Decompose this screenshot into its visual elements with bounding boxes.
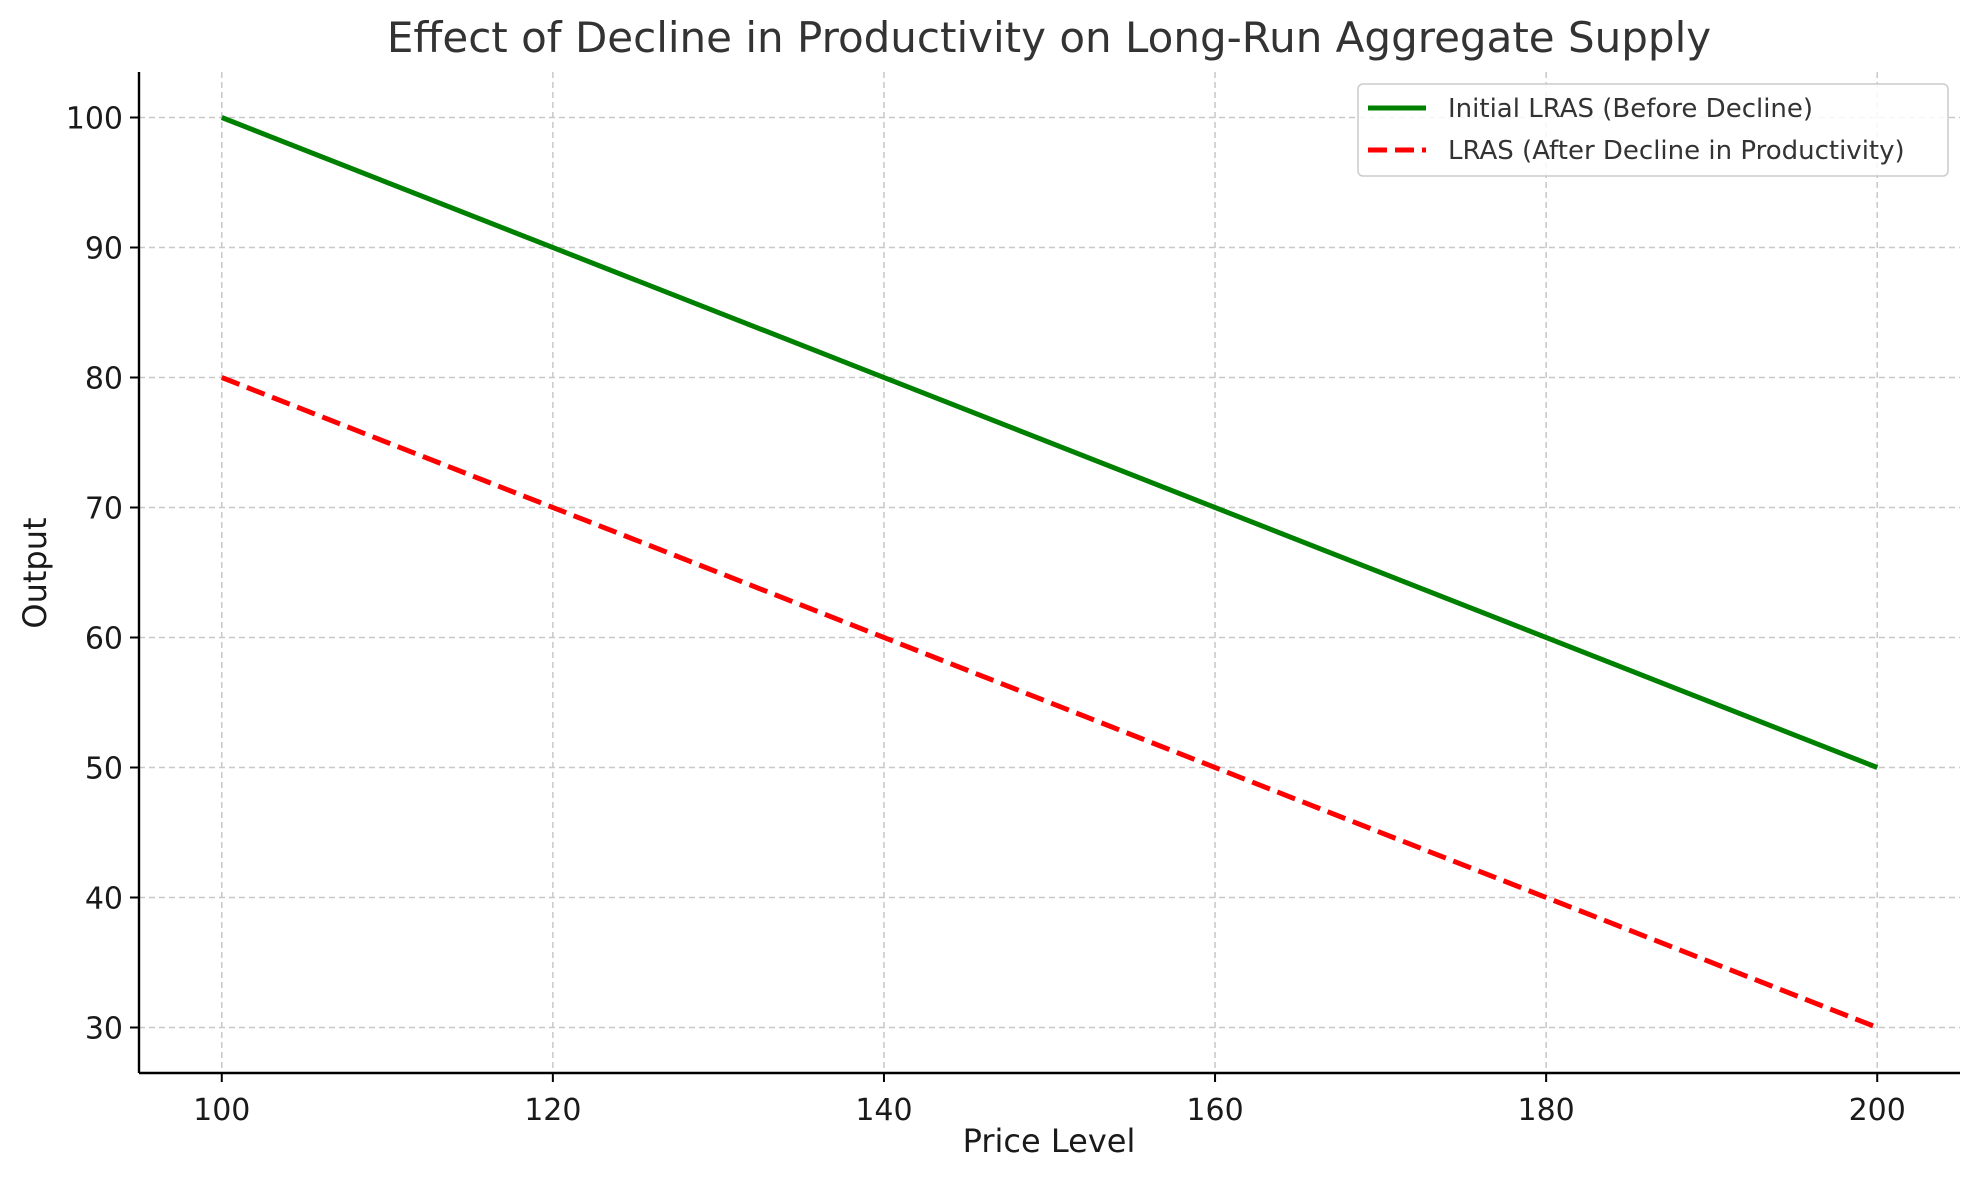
x-tick-label: 180 xyxy=(1518,1093,1575,1128)
axes xyxy=(130,72,1960,1082)
y-tick-label: 40 xyxy=(85,882,123,917)
tick-labels: 100 120 140 160 180 200 30 40 50 60 70 80 90 100 xyxy=(66,102,1906,1129)
legend-entry: LRAS (After Decline in Productivity) xyxy=(1448,136,1905,166)
y-tick-label: 30 xyxy=(85,1012,123,1047)
x-tick-label: 200 xyxy=(1849,1093,1906,1128)
y-tick-label: 50 xyxy=(85,752,123,787)
y-tick-label: 70 xyxy=(85,492,123,527)
y-tick-label: 80 xyxy=(85,362,123,397)
grid xyxy=(139,72,1960,1073)
x-tick-label: 140 xyxy=(855,1093,912,1128)
legend: Initial LRAS (Before Decline) LRAS (After… xyxy=(1357,83,1949,177)
legend-entry: Initial LRAS (Before Decline) xyxy=(1448,94,1813,124)
y-axis-label: Output xyxy=(16,517,54,628)
x-tick-label: 100 xyxy=(193,1093,250,1128)
x-tick-label: 120 xyxy=(524,1093,581,1128)
y-tick-label: 90 xyxy=(85,232,123,267)
chart-title: Effect of Decline in Productivity on Lon… xyxy=(387,13,1711,62)
y-tick-label: 60 xyxy=(85,622,123,657)
y-tick-label: 100 xyxy=(66,102,123,137)
legend-box xyxy=(1357,83,1949,177)
x-tick-label: 160 xyxy=(1186,1093,1243,1128)
x-axis-label: Price Level xyxy=(963,1122,1136,1160)
plot-area xyxy=(220,115,1879,1030)
series-line-1 xyxy=(220,115,1879,770)
